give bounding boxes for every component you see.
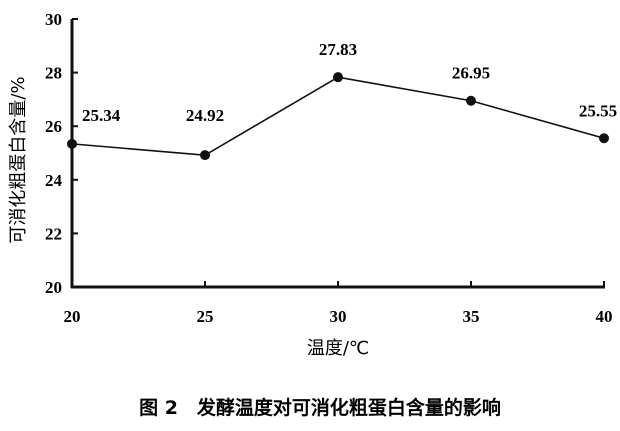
- y-axis-label: 可消化粗蛋白含量/%: [8, 76, 29, 243]
- x-tick-label: 25: [197, 307, 214, 326]
- y-tick-label: 22: [45, 224, 62, 243]
- y-tick-label: 30: [45, 10, 62, 29]
- y-tick-label: 20: [45, 278, 62, 297]
- x-tick-label: 40: [596, 307, 613, 326]
- data-point: [466, 95, 476, 106]
- y-tick-label: 24: [45, 171, 63, 190]
- data-point: [67, 138, 77, 149]
- figure-caption: 图 2 发酵温度对可消化粗蛋白含量的影响: [139, 396, 501, 419]
- x-axis-label: 温度/℃: [307, 338, 369, 359]
- y-tick-label: 26: [45, 117, 62, 136]
- data-label: 27.83: [319, 40, 357, 59]
- data-point: [333, 72, 343, 83]
- data-point: [200, 150, 210, 161]
- data-label: 25.34: [82, 106, 121, 125]
- x-tick-label: 30: [330, 307, 347, 326]
- series-line: [71, 76, 605, 156]
- data-label: 25.55: [579, 101, 617, 120]
- data-label: 24.92: [186, 106, 224, 125]
- data-label: 26.95: [452, 64, 490, 83]
- y-tick-label: 28: [45, 64, 62, 83]
- x-tick-label: 35: [463, 307, 480, 326]
- data-point: [599, 133, 609, 144]
- x-tick-label: 20: [64, 307, 81, 326]
